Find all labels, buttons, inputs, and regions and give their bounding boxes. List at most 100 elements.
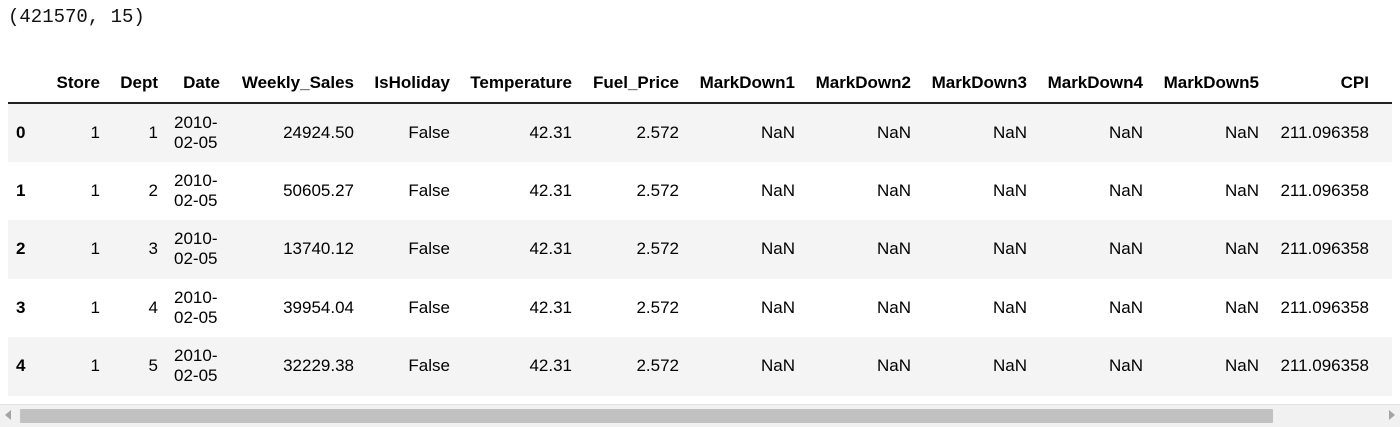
cell-fuel-price: 2.572 [636,239,679,259]
cell-type [1369,337,1392,396]
row-index: 1 [16,180,26,200]
arrow-right-icon[interactable] [1389,410,1395,420]
column-header-isholiday: IsHoliday [354,64,450,104]
cell-markdown4: NaN [1108,239,1143,259]
cell-date: 2010-02-05 [174,287,218,327]
cell-markdown1: NaN [760,180,795,200]
cell-markdown1: NaN [760,122,795,142]
cell-fuel-price: 2.572 [636,122,679,142]
cell-isholiday: False [408,356,450,376]
cell-markdown2: NaN [876,297,911,317]
cell-temperature: 42.31 [529,297,572,317]
cell-markdown4: NaN [1108,356,1143,376]
cell-weekly-sales: 13740.12 [283,239,354,259]
cell-markdown3: NaN [992,122,1027,142]
cell-temperature: 42.31 [529,239,572,259]
column-header-markdown4: MarkDown4 [1027,64,1143,104]
cell-markdown4: NaN [1108,180,1143,200]
index-header [8,64,38,104]
table-header: Store Dept Date Weekly_Sales IsHoliday T… [8,64,1392,104]
cell-date: 2010-02-05 [174,346,218,386]
cell-temperature: 42.31 [529,356,572,376]
cell-store: 1 [90,297,100,317]
cell-fuel-price: 2.572 [636,356,679,376]
dataframe-container: Store Dept Date Weekly_Sales IsHoliday T… [8,64,1392,404]
column-header-markdown2: MarkDown2 [795,64,911,104]
column-header-cpi: CPI [1259,64,1369,104]
cell-markdown3: NaN [992,239,1027,259]
cell-temperature: 42.31 [529,180,572,200]
cell-isholiday: False [408,122,450,142]
column-header-type: Ty [1369,64,1392,104]
cell-markdown4: NaN [1108,297,1143,317]
cell-type [1369,279,1392,338]
cell-store: 1 [90,180,100,200]
cell-markdown4: NaN [1108,122,1143,142]
cell-date: 2010-02-05 [174,229,218,269]
scrollbar-thumb[interactable] [20,409,1273,423]
column-header-temperature: Temperature [450,64,572,104]
row-index: 4 [16,356,26,376]
cell-weekly-sales: 24924.50 [283,122,354,142]
cell-isholiday: False [408,239,450,259]
horizontal-scrollbar[interactable] [0,404,1400,427]
header-row: Store Dept Date Weekly_Sales IsHoliday T… [8,64,1392,104]
cell-markdown5: NaN [1224,122,1259,142]
column-header-markdown1: MarkDown1 [679,64,795,104]
column-header-markdown5: MarkDown5 [1143,64,1259,104]
table-row: 3 1 4 2010-02-05 39954.04 False 42.31 2.572 NaN N… [8,279,1392,338]
cell-cpi: 211.096358 [1280,356,1369,376]
cell-fuel-price: 2.572 [636,297,679,317]
cell-store: 1 [90,356,100,376]
cell-fuel-price: 2.572 [636,180,679,200]
column-header-date: Date [158,64,220,104]
output-shape-text: (421570, 15) [8,6,145,28]
cell-dept: 5 [148,356,158,376]
cell-markdown5: NaN [1224,180,1259,200]
arrow-left-icon[interactable] [5,410,11,420]
cell-weekly-sales: 32229.38 [283,356,354,376]
cell-markdown2: NaN [876,356,911,376]
row-index: 0 [16,122,26,142]
cell-markdown5: NaN [1224,297,1259,317]
cell-dept: 4 [148,297,158,317]
row-index: 2 [16,239,26,259]
cell-type [1369,162,1392,221]
cell-isholiday: False [408,297,450,317]
cell-markdown2: NaN [876,122,911,142]
cell-markdown1: NaN [760,297,795,317]
cell-date: 2010-02-05 [174,112,218,152]
cell-date: 2010-02-05 [174,170,218,210]
cell-markdown5: NaN [1224,239,1259,259]
column-header-store: Store [38,64,100,104]
cell-markdown3: NaN [992,180,1027,200]
table-row: 0 1 1 2010-02-05 24924.50 False 42.31 2.572 NaN N… [8,103,1392,162]
table-row: 2 1 3 2010-02-05 13740.12 False 42.31 2.572 NaN N… [8,220,1392,279]
cell-dept: 2 [148,180,158,200]
cell-weekly-sales: 39954.04 [283,297,354,317]
table-row: 4 1 5 2010-02-05 32229.38 False 42.31 2.572 NaN N… [8,337,1392,396]
column-header-markdown3: MarkDown3 [911,64,1027,104]
cell-cpi: 211.096358 [1280,239,1369,259]
cell-temperature: 42.31 [529,122,572,142]
table-row: 1 1 2 2010-02-05 50605.27 False 42.31 2.572 NaN N… [8,162,1392,221]
cell-markdown3: NaN [992,297,1027,317]
cell-type [1369,220,1392,279]
column-header-weekly-sales: Weekly_Sales [220,64,354,104]
cell-store: 1 [90,122,100,142]
row-index: 3 [16,297,26,317]
cell-dept: 1 [148,122,158,142]
cell-dept: 3 [148,239,158,259]
cell-cpi: 211.096358 [1280,122,1369,142]
cell-markdown3: NaN [992,356,1027,376]
cell-markdown5: NaN [1224,356,1259,376]
cell-markdown1: NaN [760,239,795,259]
cell-markdown2: NaN [876,180,911,200]
cell-markdown2: NaN [876,239,911,259]
column-header-dept: Dept [100,64,158,104]
dataframe-table: Store Dept Date Weekly_Sales IsHoliday T… [8,64,1392,396]
cell-cpi: 211.096358 [1280,180,1369,200]
cell-weekly-sales: 50605.27 [283,180,354,200]
cell-store: 1 [90,239,100,259]
column-header-fuel-price: Fuel_Price [572,64,679,104]
